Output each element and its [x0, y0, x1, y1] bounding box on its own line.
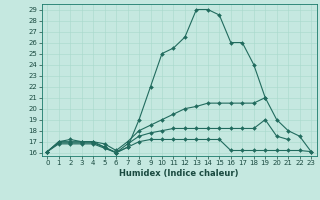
X-axis label: Humidex (Indice chaleur): Humidex (Indice chaleur) [119, 169, 239, 178]
